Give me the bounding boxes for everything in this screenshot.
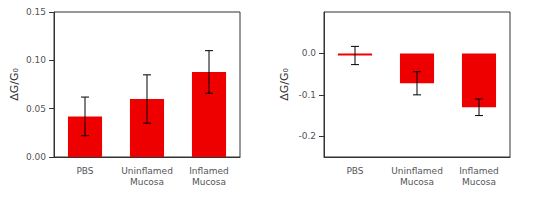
svg-text:-0.1: -0.1 (298, 90, 316, 100)
svg-text:Inflamed: Inflamed (459, 166, 499, 176)
svg-text:0.0: 0.0 (302, 48, 317, 58)
svg-text:PBS: PBS (76, 166, 93, 176)
svg-text:ΔG/G₀: ΔG/G₀ (8, 68, 21, 101)
svg-text:Mucosa: Mucosa (192, 177, 226, 187)
svg-text:Inflamed: Inflamed (189, 166, 229, 176)
svg-text:0.00: 0.00 (26, 152, 46, 162)
svg-text:0.10: 0.10 (26, 55, 46, 65)
svg-text:-0.2: -0.2 (298, 131, 316, 141)
svg-text:Mucosa: Mucosa (462, 177, 496, 187)
svg-text:PBS: PBS (346, 166, 363, 176)
svg-text:0.15: 0.15 (26, 7, 46, 17)
svg-text:Uninflamed: Uninflamed (121, 166, 173, 176)
svg-text:0.05: 0.05 (26, 104, 46, 114)
svg-text:Mucosa: Mucosa (130, 177, 164, 187)
svg-text:Mucosa: Mucosa (400, 177, 434, 187)
svg-text:Uninflamed: Uninflamed (391, 166, 443, 176)
svg-text:ΔG/G₀: ΔG/G₀ (278, 68, 291, 101)
